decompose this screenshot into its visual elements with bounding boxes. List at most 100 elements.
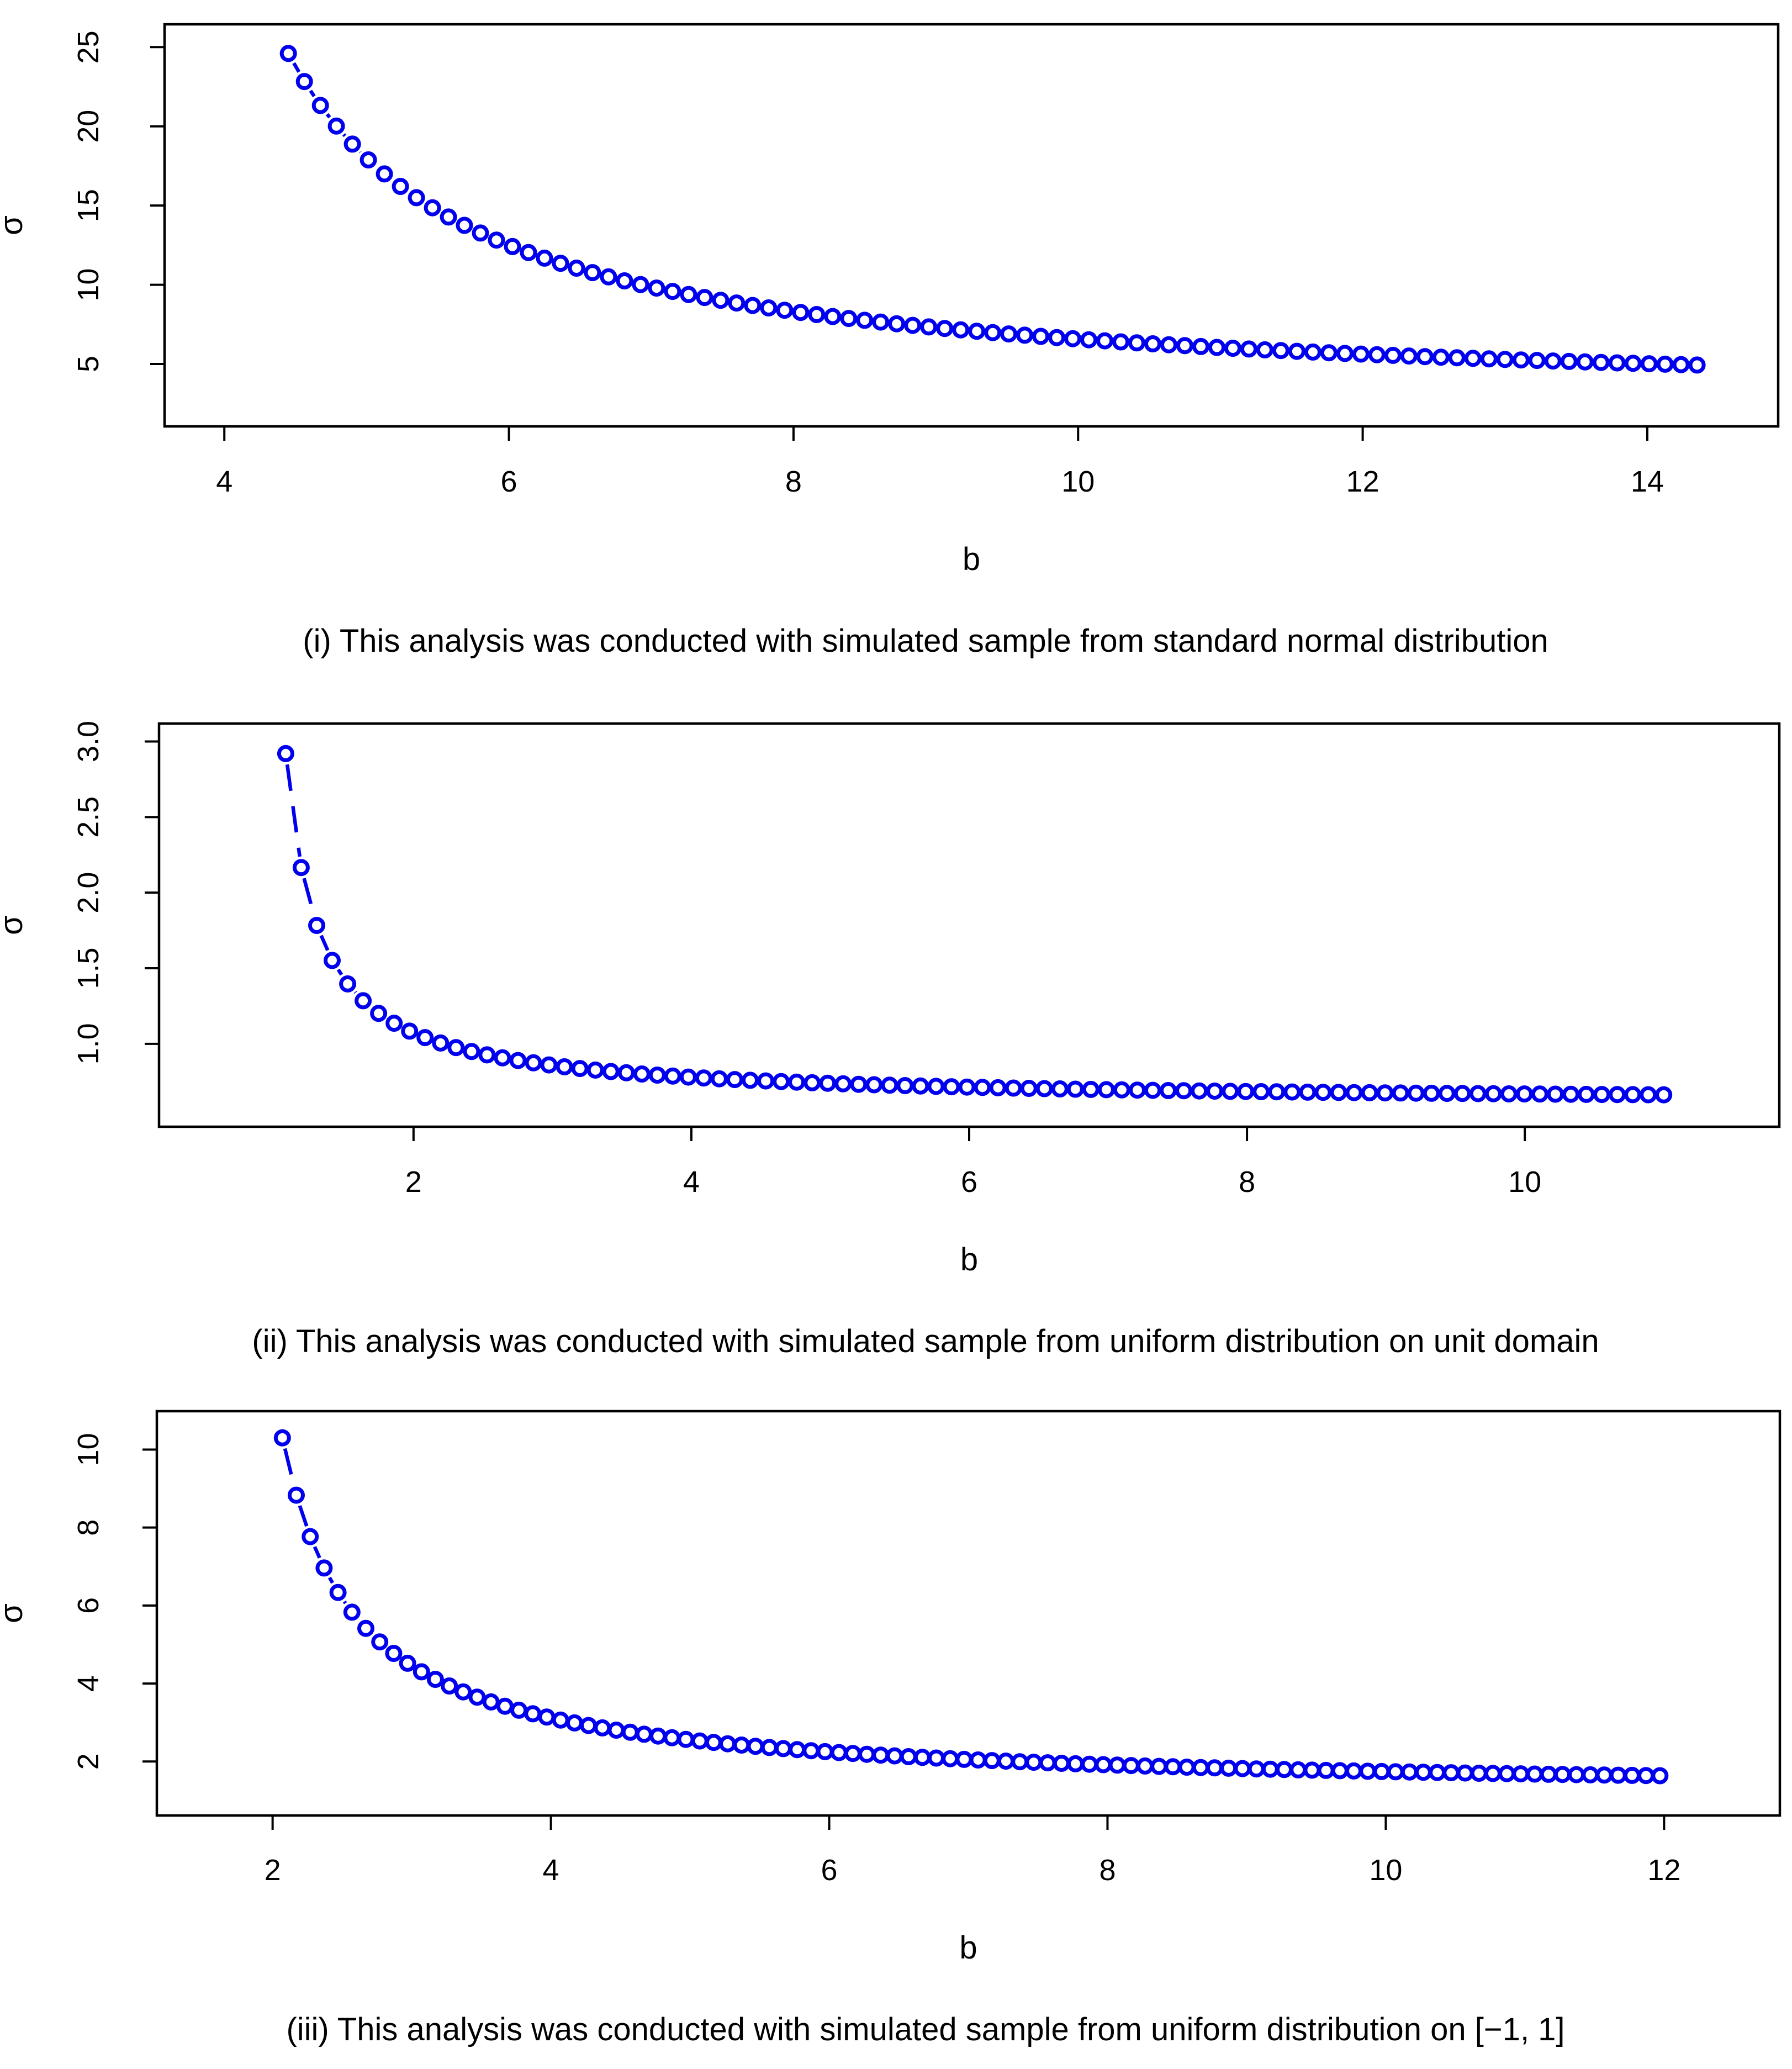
- data-point: [1456, 1764, 1474, 1782]
- x-tick-label: 8: [1239, 1165, 1255, 1199]
- data-point: [355, 992, 372, 1010]
- data-point: [494, 1049, 511, 1067]
- data-point: [1392, 1084, 1409, 1102]
- data-point: [1484, 1085, 1502, 1102]
- data-point: [872, 1746, 890, 1764]
- data-point: [1423, 1084, 1440, 1102]
- data-point: [1500, 1085, 1518, 1102]
- data-point: [1498, 1765, 1516, 1782]
- data-point: [1432, 349, 1450, 366]
- x-tick-label: 6: [501, 465, 517, 498]
- data-point: [1345, 1762, 1362, 1780]
- data-point: [742, 1072, 759, 1089]
- data-point: [1470, 1765, 1488, 1782]
- data-point: [881, 1076, 898, 1094]
- data-point: [1276, 1761, 1293, 1778]
- data-point: [888, 315, 906, 332]
- data-point: [955, 1750, 973, 1768]
- data-point: [1261, 1760, 1279, 1778]
- data-point: [552, 255, 569, 272]
- data-point: [568, 260, 585, 277]
- data-point: [802, 1742, 820, 1760]
- data-point: [1304, 343, 1321, 361]
- data-point: [478, 1046, 496, 1064]
- data-point: [984, 324, 1002, 341]
- data-point: [1064, 330, 1082, 347]
- data-point: [426, 1671, 444, 1688]
- data-point: [607, 1722, 625, 1739]
- data-point: [710, 1070, 728, 1088]
- y-tick-label: 3.0: [72, 721, 105, 762]
- data-point: [1400, 1763, 1418, 1781]
- y-tick-label: 20: [72, 110, 105, 143]
- data-point: [1108, 1756, 1126, 1774]
- x-tick-label: 4: [543, 1854, 559, 1887]
- x-tick-label: 2: [405, 1165, 422, 1199]
- data-point: [416, 1029, 434, 1047]
- data-point: [1562, 1085, 1579, 1103]
- data-point: [432, 1034, 450, 1052]
- data-point: [1484, 1765, 1502, 1782]
- data-point: [1553, 1766, 1571, 1783]
- data-point: [329, 1584, 347, 1601]
- data-point: [1081, 1755, 1098, 1773]
- data-point: [1608, 354, 1626, 372]
- data-point: [1192, 1759, 1209, 1776]
- data-point: [1080, 331, 1098, 349]
- data-point: [586, 1061, 604, 1079]
- data-point: [279, 45, 297, 62]
- data-point: [824, 308, 842, 325]
- data-point: [401, 1022, 419, 1040]
- data-point: [1289, 1761, 1307, 1778]
- data-point: [840, 310, 858, 328]
- x-tick-label: 6: [821, 1854, 838, 1887]
- data-point: [1053, 1755, 1070, 1772]
- data-point: [1039, 1754, 1056, 1772]
- data-point: [773, 1073, 790, 1090]
- y-tick-label: 6: [72, 1597, 105, 1614]
- y-tick-label: 15: [72, 189, 105, 222]
- data-point: [913, 1749, 931, 1766]
- data-point: [1067, 1755, 1084, 1772]
- data-point: [1122, 1757, 1140, 1775]
- data-point: [496, 1697, 514, 1715]
- data-point: [1150, 1757, 1168, 1775]
- data-point: [1578, 1085, 1595, 1103]
- data-point: [1191, 1082, 1208, 1100]
- panel-i: 4 6 8 10 12 14 5 10 15 20 25 b σ (i) This analysis wa…: [0, 23, 1780, 659]
- data-point: [1252, 1083, 1270, 1100]
- data-point: [327, 117, 345, 135]
- data-point: [649, 1727, 667, 1745]
- data-point: [1113, 1081, 1130, 1099]
- data-point: [1464, 350, 1482, 367]
- x-tick-label: 6: [961, 1165, 977, 1199]
- data-point: [1387, 1763, 1404, 1781]
- data-point: [1178, 1759, 1196, 1776]
- data-point: [360, 151, 377, 168]
- data-point: [816, 1743, 834, 1760]
- data-point: [757, 1072, 775, 1090]
- data-point: [691, 1732, 709, 1750]
- data-point: [538, 1708, 556, 1726]
- data-point: [830, 1744, 848, 1761]
- data-point: [1283, 1083, 1301, 1101]
- data-point: [441, 1677, 458, 1695]
- data-point: [1384, 346, 1402, 364]
- panel-caption: (i) This analysis was conducted with sim…: [303, 623, 1548, 659]
- data-point: [1469, 1085, 1487, 1102]
- data-point: [1112, 333, 1130, 351]
- data-point: [969, 1751, 987, 1769]
- data-point: [273, 1429, 291, 1447]
- data-point: [571, 1060, 589, 1078]
- data-point: [1096, 332, 1114, 350]
- data-point: [617, 1064, 635, 1081]
- data-point: [371, 1633, 389, 1651]
- data-point: [958, 1078, 976, 1096]
- panel-caption: (iii) This analysis was conducted with s…: [286, 2012, 1564, 2047]
- data-point: [679, 1068, 697, 1086]
- data-point: [804, 1074, 821, 1091]
- data-point: [774, 1740, 792, 1757]
- data-point: [343, 135, 361, 153]
- data-point: [1526, 1765, 1543, 1783]
- data-point: [1373, 1762, 1391, 1780]
